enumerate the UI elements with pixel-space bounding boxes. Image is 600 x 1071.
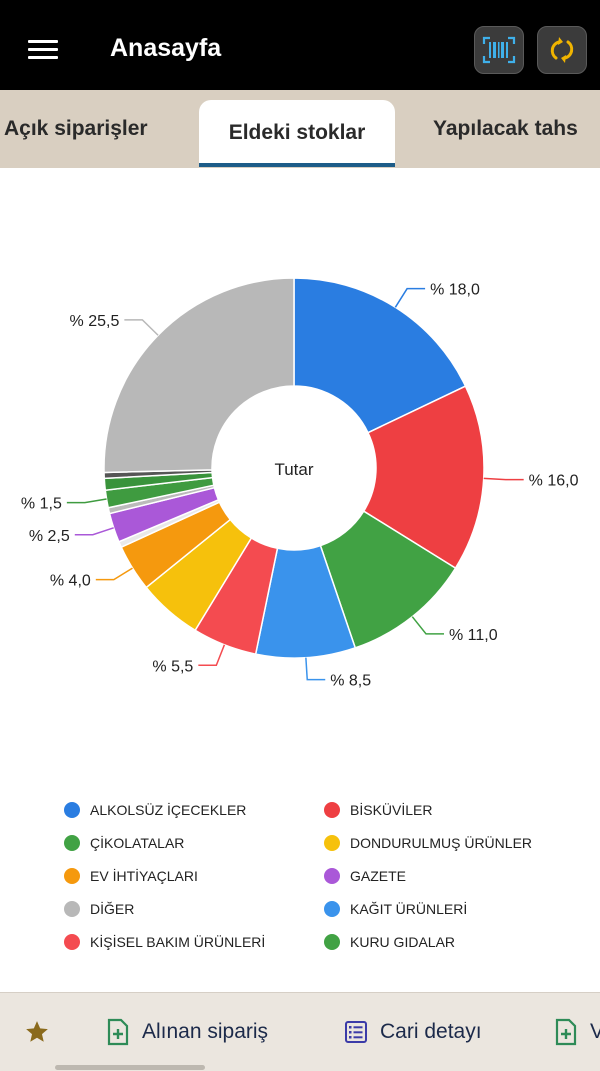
slice-percent-label: % 25,5 <box>70 313 120 330</box>
horizontal-scrollbar[interactable] <box>55 1065 205 1070</box>
legend-label: DONDURULMUŞ ÜRÜNLER <box>350 835 533 851</box>
legend-item[interactable]: EV İHTİYAÇLARI <box>64 868 198 884</box>
slice-percent-label: % 2,5 <box>29 528 70 545</box>
legend-label: KİŞİSEL BAKIM ÜRÜNLERİ <box>90 934 266 950</box>
legend-color-dot <box>324 934 340 950</box>
pie-slice[interactable] <box>103 277 295 474</box>
legend-label: DİĞER <box>90 901 135 917</box>
legend-label: KAĞIT ÜRÜNLERİ <box>350 901 468 917</box>
tab-stock-on-hand[interactable]: Eldeki stoklar <box>199 100 395 167</box>
tab-bar: Açık siparişler Eldeki stoklar Yapılacak… <box>0 90 600 168</box>
legend-label: BİSKÜVİLER <box>350 802 433 818</box>
label-leader-line <box>198 644 226 667</box>
legend-label: EV İHTİYAÇLARI <box>90 868 198 884</box>
legend-item[interactable]: DİĞER <box>64 901 134 917</box>
legend-color-dot <box>324 802 340 818</box>
more-nav-button[interactable]: V <box>554 993 600 1071</box>
legend-item[interactable]: BİSKÜVİLER <box>324 802 432 818</box>
legend-item[interactable]: KİŞİSEL BAKIM ÜRÜNLERİ <box>64 934 265 950</box>
add-document-icon <box>555 1018 577 1046</box>
sync-icon <box>550 37 574 63</box>
account-detail-label: Cari detayı <box>380 1020 482 1043</box>
legend-item[interactable]: KAĞIT ÜRÜNLERİ <box>324 901 467 917</box>
slice-percent-label: % 11,0 <box>449 627 498 644</box>
page-title: Anasayfa <box>110 34 222 62</box>
label-leader-line <box>305 657 326 681</box>
legend-label: GAZETE <box>350 868 407 884</box>
legend-label: ÇİKOLATALAR <box>90 835 185 851</box>
legend-item[interactable]: ÇİKOLATALAR <box>64 835 184 851</box>
legend-item[interactable]: KURU GIDALAR <box>324 934 455 950</box>
pie-slice[interactable] <box>293 277 467 434</box>
legend-color-dot <box>324 868 340 884</box>
legend-color-dot <box>64 901 80 917</box>
pie-slice[interactable] <box>362 385 485 570</box>
label-leader-line <box>124 319 159 336</box>
slice-percent-label: % 16,0 <box>529 473 579 490</box>
list-icon <box>345 1021 367 1043</box>
slice-percent-label: % 5,5 <box>152 658 193 675</box>
label-leader-line <box>95 567 133 581</box>
legend-item[interactable]: DONDURULMUŞ ÜRÜNLER <box>324 835 532 851</box>
stock-donut-chart: % 18,0 % 16,0 % 11,0 % 8,5 % 5,5 % 4,0 % 2,5 % … <box>21 277 579 690</box>
legend-color-dot <box>64 802 80 818</box>
slice-percent-label: % 4,0 <box>50 573 91 590</box>
legend-color-dot <box>324 835 340 851</box>
add-document-icon <box>107 1018 129 1046</box>
barcode-icon <box>482 36 516 64</box>
sync-button[interactable] <box>537 26 587 74</box>
app-header: Anasayfa <box>0 0 600 90</box>
legend-item[interactable]: ALKOLSÜZ İÇECEKLER <box>64 802 246 818</box>
legend-color-dot <box>324 901 340 917</box>
legend-color-dot <box>64 934 80 950</box>
bottom-nav: Alınan sipariş Cari detayı V <box>0 992 600 1071</box>
chart-center-label: Tutar <box>274 460 313 479</box>
legend-item[interactable]: GAZETE <box>324 868 406 884</box>
account-detail-button[interactable]: Cari detayı <box>344 993 482 1071</box>
legend-color-dot <box>64 868 80 884</box>
slice-percent-label: % 8,5 <box>330 673 371 690</box>
label-leader-line <box>74 527 114 536</box>
star-icon <box>26 1021 48 1042</box>
more-nav-label: V <box>590 1020 600 1044</box>
received-order-label: Alınan sipariş <box>142 1020 269 1043</box>
hamburger-menu-icon[interactable] <box>28 38 58 60</box>
legend-color-dot <box>64 835 80 851</box>
favorites-button[interactable] <box>24 993 62 1071</box>
slice-percent-label: % 18,0 <box>430 282 480 299</box>
label-leader-line <box>66 498 107 504</box>
received-order-button[interactable]: Alınan sipariş <box>106 993 268 1071</box>
legend-label: ALKOLSÜZ İÇECEKLER <box>90 802 247 818</box>
barcode-scan-button[interactable] <box>474 26 524 74</box>
tab-open-orders[interactable]: Açık siparişler <box>4 117 148 140</box>
legend-label: KURU GIDALAR <box>350 934 456 950</box>
label-leader-line <box>411 616 444 635</box>
label-leader-line <box>394 287 426 308</box>
slice-percent-label: % 1,5 <box>21 496 62 513</box>
label-leader-line <box>483 477 524 481</box>
tab-collections[interactable]: Yapılacak tahs <box>433 117 578 140</box>
